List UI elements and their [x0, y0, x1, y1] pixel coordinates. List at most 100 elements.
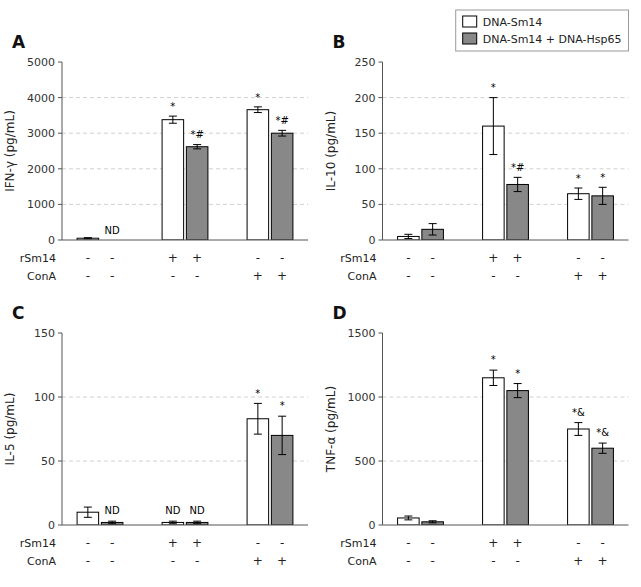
y-tick [379, 62, 383, 63]
row-sign: - [280, 536, 284, 550]
error-stem [493, 98, 494, 155]
error-cap [278, 454, 286, 455]
panel: 050010001500TNF-α (pg/mL)D**&**&rSm14--+… [324, 303, 629, 568]
annotation: * [280, 400, 285, 411]
annotation: * [491, 354, 496, 365]
error-bar [278, 416, 286, 454]
y-tick [379, 397, 383, 398]
y-tick-label: 100 [34, 391, 55, 404]
error-stem [602, 187, 603, 204]
legend-frame [456, 10, 629, 51]
row-sign: - [256, 251, 260, 265]
grid-line [383, 168, 629, 169]
error-stem [432, 224, 433, 235]
y-tick [58, 240, 62, 241]
row-sign: - [576, 536, 580, 550]
bar [271, 133, 293, 240]
error-cap [599, 443, 607, 444]
y-tick [379, 133, 383, 134]
y-tick [58, 525, 62, 526]
annotation: *& [572, 407, 585, 418]
y-axis-label: IFN-γ (pg/mL) [3, 110, 17, 192]
error-stem [257, 107, 258, 113]
error-cap [514, 383, 522, 384]
row-sign: - [406, 554, 410, 568]
row-sign: + [168, 536, 178, 550]
row-sign: - [195, 269, 199, 283]
row-sign: - [430, 269, 434, 283]
error-cap [278, 416, 286, 417]
row-sign: - [600, 536, 604, 550]
row-sign: - [110, 251, 114, 265]
error-bar [574, 423, 582, 436]
bar [592, 448, 614, 525]
error-stem [197, 145, 198, 149]
y-tick-label: 1500 [348, 327, 376, 340]
row-sign: - [110, 269, 114, 283]
error-bar [514, 177, 522, 191]
error-cap [514, 177, 522, 178]
row-sign: - [515, 554, 519, 568]
error-cap [169, 521, 177, 522]
annotation: * [255, 92, 260, 103]
error-bar [574, 188, 582, 199]
error-cap [254, 106, 262, 107]
error-stem [282, 416, 283, 454]
grid-line [62, 97, 308, 98]
panel-title: A [12, 32, 26, 52]
error-cap [429, 520, 437, 521]
error-bar [278, 130, 286, 136]
error-stem [172, 116, 173, 123]
error-cap [84, 237, 92, 238]
y-tick-label: 1000 [348, 391, 376, 404]
error-bar [84, 238, 92, 239]
row-sign: - [491, 269, 495, 283]
bar [483, 378, 505, 525]
y-tick [58, 204, 62, 205]
row-sign: - [430, 536, 434, 550]
error-cap [193, 148, 201, 149]
row-sign: - [406, 251, 410, 265]
y-tick [58, 461, 62, 462]
row-sign: + [598, 554, 608, 568]
row-sign: - [576, 251, 580, 265]
grid-line [383, 97, 629, 98]
error-cap [108, 521, 116, 522]
error-stem [602, 443, 603, 453]
y-tick-label: 0 [48, 234, 55, 247]
error-bar [108, 521, 116, 524]
error-bar [429, 224, 437, 235]
error-cap [84, 238, 92, 239]
error-cap [574, 422, 582, 423]
y-tick [379, 240, 383, 241]
error-bar [489, 370, 497, 385]
y-tick-label: 0 [369, 519, 376, 532]
row-label: ConA [27, 270, 56, 283]
bar [247, 419, 269, 525]
y-tick [379, 204, 383, 205]
row-sign: + [277, 554, 287, 568]
error-cap [254, 434, 262, 435]
y-tick-label: 4000 [27, 92, 55, 105]
error-cap [514, 397, 522, 398]
y-tick-label: 5000 [27, 56, 55, 69]
y-tick [58, 168, 62, 169]
error-cap [514, 191, 522, 192]
y-axis-line [62, 62, 63, 240]
annotation: * [170, 101, 175, 112]
y-tick [58, 333, 62, 334]
error-cap [404, 516, 412, 517]
error-cap [254, 403, 262, 404]
chart-svg: 010002000300040005000IFN-γ (pg/mL)A**ND*… [0, 0, 641, 587]
annotation: *# [190, 129, 203, 140]
error-stem [517, 177, 518, 191]
error-cap [429, 235, 437, 236]
annotation: *# [511, 162, 524, 173]
error-stem [257, 403, 258, 434]
bar [162, 120, 184, 240]
error-cap [599, 187, 607, 188]
y-axis-line [382, 62, 383, 240]
plot-marks [77, 107, 293, 240]
y-tick [58, 62, 62, 63]
y-tick-label: 100 [355, 163, 376, 176]
